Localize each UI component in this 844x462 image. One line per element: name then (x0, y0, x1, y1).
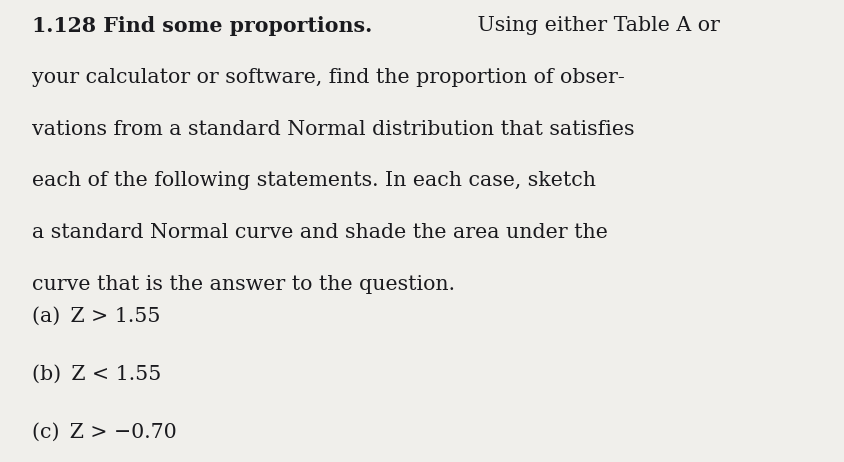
Text: (b) Z < 1.55: (b) Z < 1.55 (32, 365, 161, 384)
Text: your calculator or software, find the proportion of obser-: your calculator or software, find the pr… (32, 68, 624, 87)
Text: 1.128 Find some proportions.: 1.128 Find some proportions. (32, 16, 372, 36)
Text: (c) Z > −0.70: (c) Z > −0.70 (32, 423, 176, 442)
Text: (a) Z > 1.55: (a) Z > 1.55 (32, 307, 160, 326)
Text: Using either Table A or: Using either Table A or (471, 16, 719, 35)
Text: each of the following statements. In each case, sketch: each of the following statements. In eac… (32, 171, 595, 190)
Text: vations from a standard Normal distribution that satisfies: vations from a standard Normal distribut… (32, 120, 634, 139)
Text: curve that is the answer to the question.: curve that is the answer to the question… (32, 275, 455, 294)
Text: a standard Normal curve and shade the area under the: a standard Normal curve and shade the ar… (32, 223, 608, 242)
